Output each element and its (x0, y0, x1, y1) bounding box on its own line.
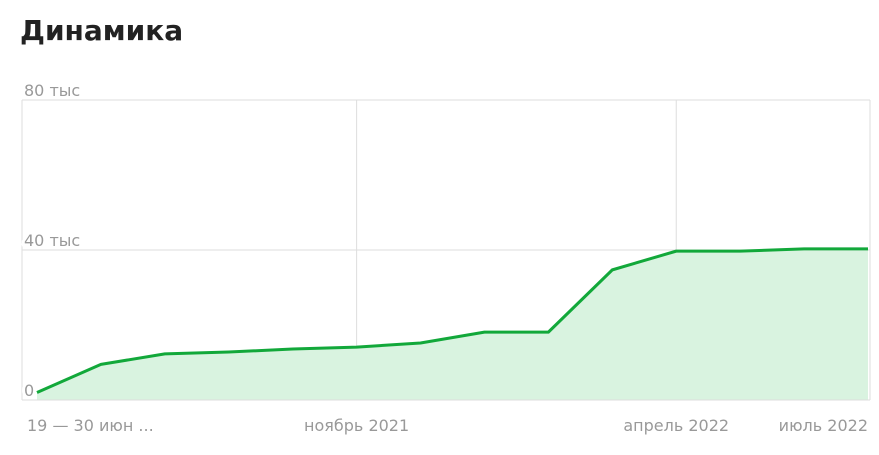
x-tick-label: июль 2022 (779, 416, 868, 435)
area (37, 248, 868, 400)
line (36, 247, 868, 394)
x-tick-label: апрель 2022 (623, 416, 729, 435)
y-tick-label: 40 тыс (24, 231, 80, 250)
x-tick-label: 19 — 30 июн ... (27, 416, 154, 435)
x-tick-label: ноябрь 2021 (304, 416, 409, 435)
chart-title: Динамика (20, 14, 183, 47)
y-tick-label: 80 тыс (24, 81, 80, 100)
y-tick-label: 0 (24, 381, 34, 400)
